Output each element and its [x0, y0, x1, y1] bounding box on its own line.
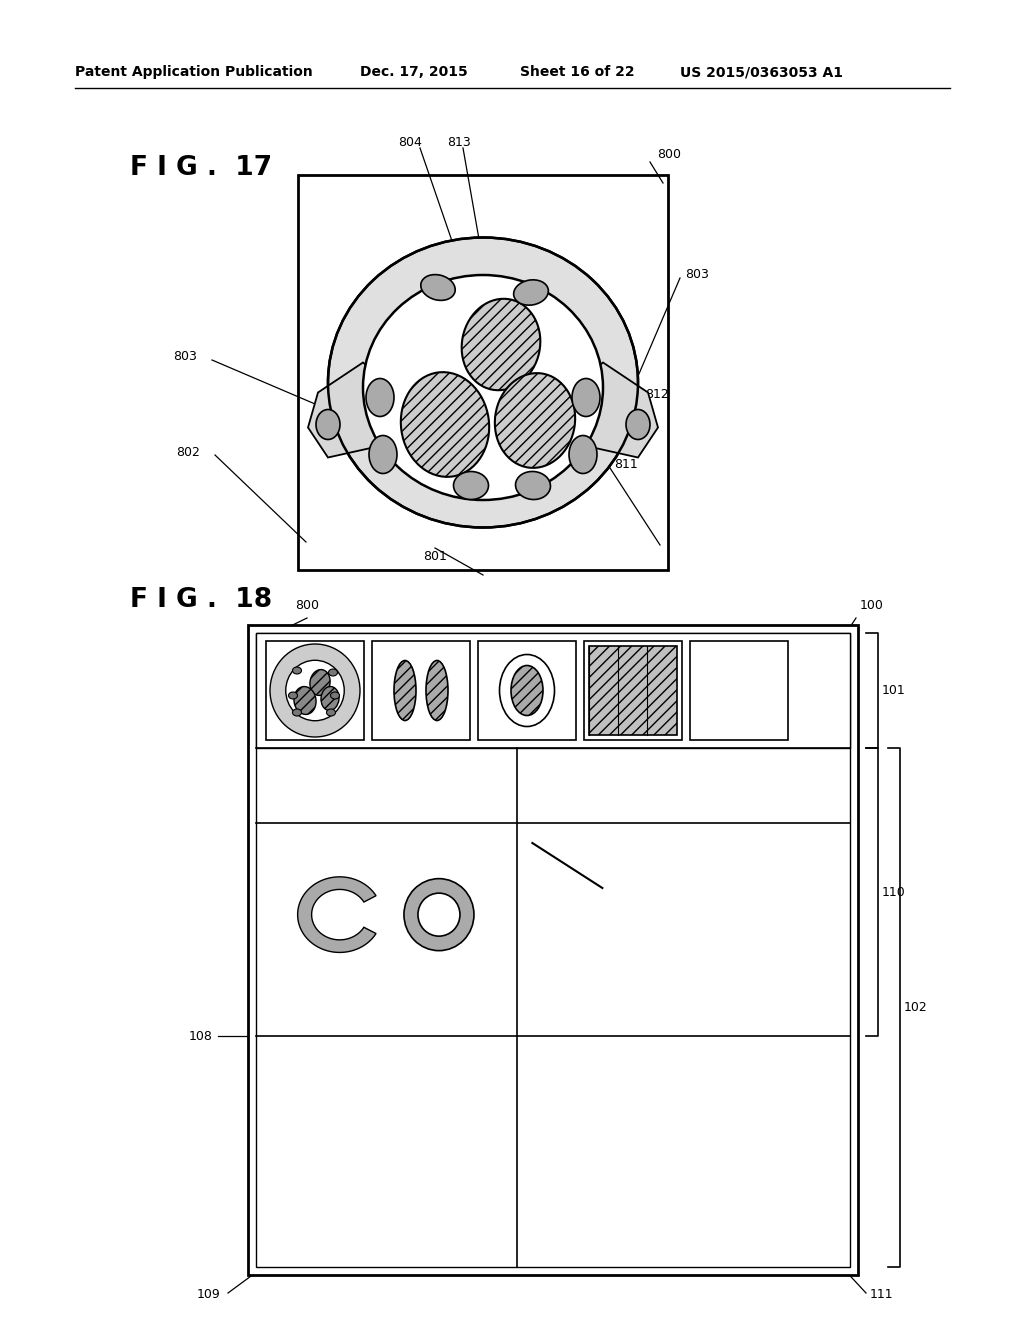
- Ellipse shape: [327, 709, 336, 715]
- Ellipse shape: [418, 894, 460, 936]
- Ellipse shape: [270, 644, 360, 737]
- Text: VERTICAL: VERTICAL: [414, 993, 464, 1003]
- Bar: [372, 642, 470, 741]
- Ellipse shape: [321, 686, 339, 710]
- Ellipse shape: [569, 436, 597, 474]
- Ellipse shape: [511, 665, 543, 715]
- Text: OF THE SAME AGE: OF THE SAME AGE: [633, 964, 735, 973]
- Text: MEASUREMENT RESULT: MEASUREMENT RESULT: [614, 789, 753, 803]
- Text: IMAGE: IMAGE: [422, 1019, 456, 1030]
- Text: 813: 813: [447, 136, 471, 149]
- Text: 802: 802: [176, 446, 200, 458]
- Text: MYOCARDIAL PERFUSION: MYOCARDIAL PERFUSION: [313, 771, 461, 784]
- Ellipse shape: [421, 275, 456, 301]
- Bar: [266, 642, 364, 741]
- Ellipse shape: [331, 692, 340, 700]
- Ellipse shape: [310, 669, 330, 696]
- Ellipse shape: [462, 298, 541, 391]
- Text: 812: 812: [645, 388, 669, 401]
- Bar: [589, 645, 677, 735]
- Ellipse shape: [362, 275, 603, 500]
- Ellipse shape: [293, 709, 301, 715]
- Ellipse shape: [293, 667, 301, 675]
- Ellipse shape: [400, 372, 489, 477]
- Text: 800: 800: [295, 599, 319, 612]
- Text: 111: 111: [870, 1288, 894, 1302]
- Ellipse shape: [495, 374, 575, 467]
- Text: THE AVERAGE OF PEOPLE: THE AVERAGE OF PEOPLE: [612, 946, 755, 957]
- Text: 0.322 g/cm²,: 0.322 g/cm²,: [648, 915, 719, 925]
- Ellipse shape: [500, 655, 555, 726]
- Text: 100: 100: [860, 599, 884, 612]
- Text: 102: 102: [904, 1001, 928, 1014]
- Polygon shape: [308, 363, 403, 458]
- Text: 110: 110: [882, 886, 906, 899]
- Text: Sheet 16 of 22: Sheet 16 of 22: [520, 65, 635, 79]
- Text: Patent Application Publication: Patent Application Publication: [75, 65, 312, 79]
- Text: F I G .  18: F I G . 18: [130, 587, 272, 612]
- Ellipse shape: [329, 669, 338, 676]
- Ellipse shape: [289, 692, 298, 700]
- Ellipse shape: [294, 686, 316, 714]
- Bar: [584, 642, 682, 741]
- Polygon shape: [298, 876, 376, 953]
- Ellipse shape: [514, 280, 549, 305]
- Bar: [478, 642, 575, 741]
- Text: US 2015/0363053 A1: US 2015/0363053 A1: [680, 65, 843, 79]
- Text: BONE MINERAL DENSITY: BONE MINERAL DENSITY: [612, 771, 755, 784]
- Text: SHORT AXIS: SHORT AXIS: [308, 999, 371, 1008]
- Ellipse shape: [426, 660, 449, 721]
- Text: CORRESPONDING TO 57%: CORRESPONDING TO 57%: [610, 931, 757, 941]
- Text: 801: 801: [423, 549, 446, 562]
- Bar: [298, 176, 668, 570]
- Ellipse shape: [394, 660, 416, 721]
- Text: 803: 803: [685, 268, 709, 281]
- Text: 108: 108: [189, 1030, 213, 1043]
- Bar: [256, 634, 850, 748]
- Ellipse shape: [366, 379, 394, 417]
- Ellipse shape: [403, 879, 474, 950]
- Ellipse shape: [626, 409, 650, 440]
- Ellipse shape: [328, 238, 638, 528]
- Text: 811: 811: [614, 458, 638, 471]
- Text: MEASUREMENT RESULT: MEASUREMENT RESULT: [317, 789, 456, 803]
- Bar: [256, 634, 850, 1267]
- Text: F I G .  17: F I G . 17: [130, 154, 272, 181]
- Ellipse shape: [572, 379, 600, 417]
- Text: Dec. 17, 2015: Dec. 17, 2015: [360, 65, 468, 79]
- Text: LONG AXIS: LONG AXIS: [411, 1006, 467, 1016]
- Polygon shape: [563, 363, 658, 458]
- Text: 109: 109: [197, 1288, 220, 1302]
- Bar: [248, 624, 858, 1275]
- Ellipse shape: [286, 660, 344, 721]
- Ellipse shape: [515, 471, 551, 499]
- Ellipse shape: [316, 409, 340, 440]
- Text: 101: 101: [882, 684, 906, 697]
- Text: 803: 803: [173, 351, 197, 363]
- Bar: [690, 642, 788, 741]
- Ellipse shape: [369, 436, 397, 474]
- Text: 800: 800: [657, 149, 681, 161]
- Text: BONE DENSITY IS: BONE DENSITY IS: [635, 899, 732, 909]
- Text: 804: 804: [398, 136, 422, 149]
- Ellipse shape: [454, 471, 488, 499]
- Text: IMAGE: IMAGE: [323, 1014, 356, 1024]
